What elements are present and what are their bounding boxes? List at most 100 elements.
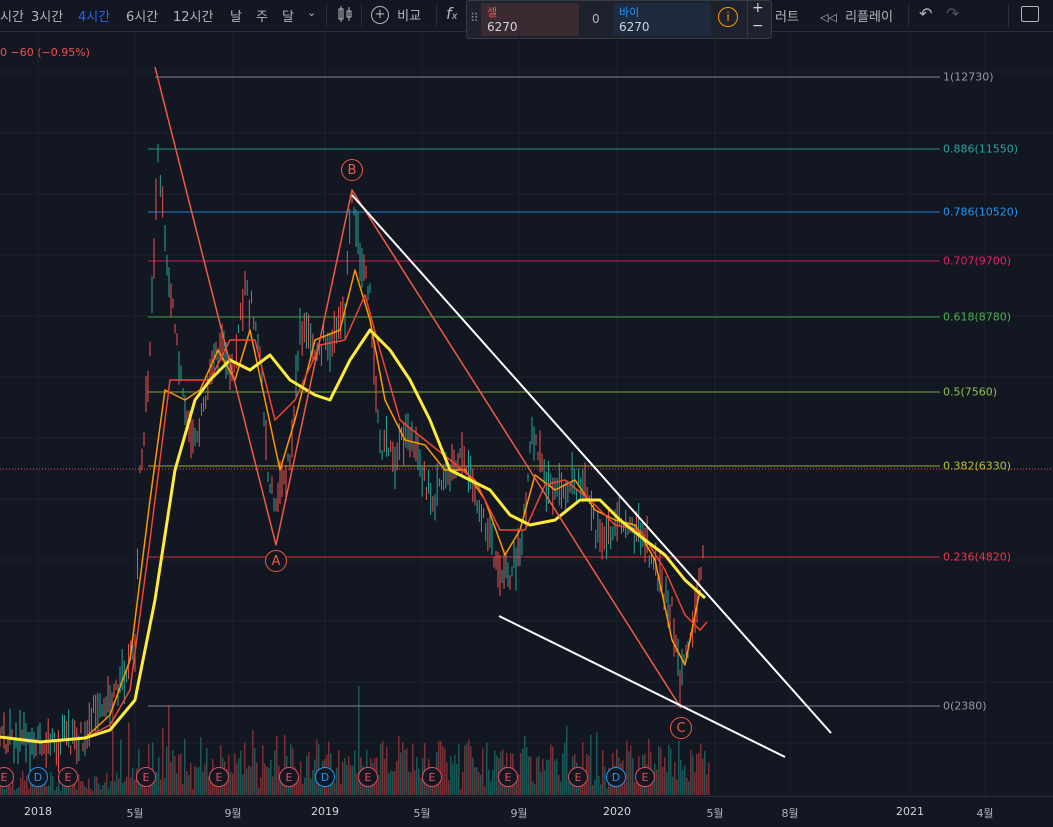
earnings-marker[interactable]: E [498, 767, 518, 787]
redo-icon[interactable]: ↷ [946, 4, 960, 23]
chart-canvas[interactable] [0, 32, 1053, 796]
volume-bar [472, 757, 474, 795]
volume-bar [632, 758, 634, 795]
volume-bar [70, 787, 72, 795]
volume-bar [182, 784, 184, 795]
volume-bar [32, 778, 34, 795]
wave-label-b: B [341, 159, 363, 181]
volume-bar [552, 747, 554, 795]
earnings-marker[interactable]: E [422, 767, 442, 787]
volume-bar [438, 740, 440, 795]
buy-button[interactable]: 바이 6270 [613, 3, 711, 36]
volume-bar [244, 742, 246, 795]
volume-bar [208, 776, 210, 795]
volume-bar [266, 766, 268, 795]
timeframe-1h[interactable]: 시간 [0, 10, 24, 25]
compare-button[interactable]: + 비교 [371, 5, 421, 24]
volume-bar [236, 763, 238, 795]
volume-bar [26, 775, 28, 795]
earnings-marker[interactable]: E [136, 767, 156, 787]
replay-button[interactable]: ◁◁ 리플레이 [820, 6, 893, 25]
earnings-marker[interactable]: E [58, 767, 78, 787]
volume-bar [458, 744, 460, 795]
volume-bar [440, 741, 442, 795]
volume-bar [704, 750, 706, 795]
volume-bar [190, 763, 192, 795]
replay-label: 리플레이 [845, 10, 893, 25]
indicators-fx-icon[interactable]: fx [446, 4, 458, 23]
volume-bar [678, 740, 680, 795]
volume-bar [66, 781, 68, 795]
timeframe-4h[interactable]: 4시간 [78, 10, 111, 25]
volume-bar [452, 763, 454, 795]
volume-bar [48, 785, 50, 795]
volume-bar [158, 756, 160, 795]
volume-bar [480, 774, 482, 795]
earnings-marker[interactable]: E [279, 767, 299, 787]
sell-price: 6270 [487, 20, 518, 34]
fullscreen-icon[interactable] [1021, 6, 1039, 26]
volume-bar [72, 777, 74, 795]
timeframe-3h[interactable]: 3시간 [31, 10, 64, 25]
volume-bar [626, 740, 628, 795]
chart-button[interactable]: 러트 [775, 10, 799, 25]
sell-button[interactable]: 셀 6270 [481, 3, 579, 36]
volume-bar [530, 756, 532, 795]
volume-bar [460, 789, 462, 795]
volume-bar [274, 750, 276, 795]
date-tick-label: 2019 [311, 805, 339, 818]
volume-bar [44, 781, 46, 795]
dividend-marker[interactable]: D [28, 767, 48, 787]
volume-bar [272, 776, 274, 795]
volume-bar [98, 783, 100, 795]
timeframe-month[interactable]: 달 [282, 10, 294, 25]
drag-handle-icon[interactable]: ⠿ [470, 11, 479, 25]
earnings-marker[interactable]: E [635, 767, 655, 787]
volume-bar [270, 759, 272, 795]
timeframe-6h[interactable]: 6시간 [126, 10, 159, 25]
volume-bar [548, 759, 550, 795]
volume-bar [116, 772, 118, 795]
info-icon[interactable]: i [718, 7, 738, 27]
chevron-down-icon[interactable]: ⌄ [307, 6, 317, 19]
earnings-marker[interactable]: E [568, 767, 588, 787]
volume-bar [2, 786, 4, 795]
volume-bar [382, 741, 384, 795]
volume-bar [204, 764, 206, 795]
volume-bar [284, 735, 286, 795]
timeframe-day[interactable]: 날 [230, 10, 242, 25]
ma-red-line [0, 294, 708, 743]
dividend-marker[interactable]: D [315, 767, 335, 787]
volume-bar [528, 756, 530, 795]
earnings-marker[interactable]: E [0, 767, 14, 787]
timeframe-12h[interactable]: 12시간 [173, 10, 214, 25]
quantity-plus-button[interactable]: + [752, 0, 764, 16]
volume-bar [570, 776, 572, 795]
volume-bar [356, 773, 358, 795]
date-tick-label: 5월 [413, 807, 431, 820]
timeframe-week[interactable]: 주 [256, 10, 268, 25]
divider [361, 4, 362, 27]
volume-bar [24, 780, 26, 795]
volume-bar [4, 789, 6, 795]
volume-bar [602, 750, 604, 795]
volume-bar [114, 781, 116, 795]
volume-bar [186, 771, 188, 795]
date-axis[interactable]: 2018 5월 9월 2019 5월 9월 2020 5월 8월 2021 4월 [0, 796, 1053, 827]
earnings-marker[interactable]: E [358, 767, 378, 787]
volume-bar [402, 742, 404, 795]
volume-bar [588, 755, 590, 795]
volume-bar [256, 762, 258, 795]
undo-icon[interactable]: ↶ [919, 4, 933, 23]
quantity-minus-button[interactable]: − [752, 18, 764, 34]
date-tick-label: 5월 [706, 807, 724, 820]
date-tick-label: 9월 [510, 807, 528, 820]
volume-bar [380, 743, 382, 795]
fib-label: 1(12730) [943, 70, 994, 84]
volume-bar [180, 753, 182, 795]
volume-bar [490, 780, 492, 795]
earnings-marker[interactable]: E [209, 767, 229, 787]
volume-bar [660, 747, 662, 795]
volume-bar [46, 786, 48, 795]
dividend-marker[interactable]: D [606, 767, 626, 787]
